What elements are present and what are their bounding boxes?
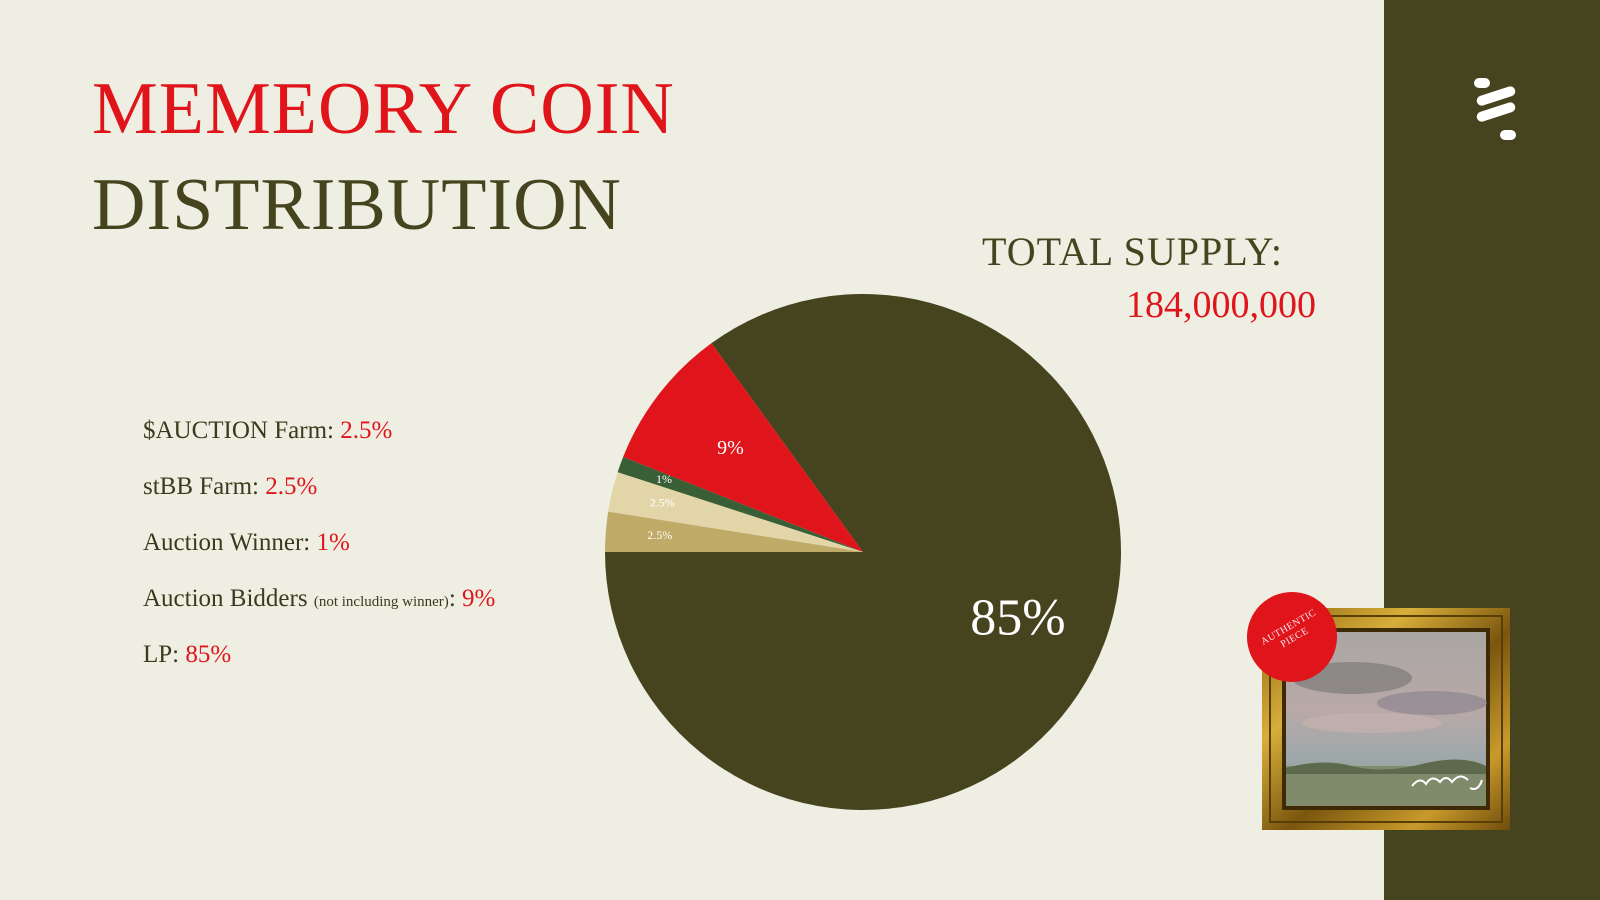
- authentic-piece-badge: AUTHENTIC PIECE: [1247, 592, 1337, 682]
- pie-slices: [605, 293, 1121, 810]
- pie-slice-auction-winner: [617, 457, 863, 552]
- legend-item-auction-farm: $AUCTION Farm: 2.5%: [143, 418, 495, 474]
- legend-note: (not including winner): [313, 594, 449, 610]
- total-supply-label: TOTAL SUPPLY:: [982, 229, 1284, 274]
- pie-label-stbb-farm: 2.5%: [650, 496, 675, 510]
- pie-label-auction-farm: 2.5%: [647, 528, 672, 542]
- legend-value: 2.5%: [265, 473, 318, 500]
- legend-value: 1%: [316, 529, 350, 556]
- title-memeory-coin: MEMEORY COIN: [92, 68, 675, 150]
- pie-slice-auction-farm: [605, 511, 863, 552]
- legend-item-lp: LP: 85%: [143, 642, 495, 698]
- legend-item-auction-winner: Auction Winner: 1%: [143, 530, 495, 586]
- legend-label: Auction Bidders: [143, 585, 308, 612]
- total-supply-value: 184,000,000: [1126, 284, 1316, 326]
- framed-painting: [1262, 608, 1510, 830]
- legend-value: 85%: [185, 641, 232, 668]
- legend-label: stBB Farm:: [143, 473, 266, 500]
- legend-label: $AUCTION Farm:: [143, 417, 341, 444]
- pie-label-auction-bidders: 9%: [717, 437, 744, 459]
- pie-label-lp: 85%: [970, 590, 1065, 647]
- distribution-pie-chart: 85% 9% 1% 2.5% 2.5%: [605, 293, 1121, 810]
- badge-text: AUTHENTIC PIECE: [1247, 600, 1337, 666]
- pie-label-auction-winner: 1%: [656, 472, 672, 486]
- legend-value: 2.5%: [340, 417, 393, 444]
- legend-item-auction-bidders: Auction Bidders (not including winner): …: [143, 585, 496, 612]
- stacked-bars-logo-icon: [1474, 78, 1516, 140]
- pie-slice-stbb-farm: [608, 472, 863, 552]
- legend-item-stbb-farm: stBB Farm: 2.5%: [143, 474, 495, 530]
- legend-label: Auction Winner:: [143, 529, 317, 556]
- legend-value: 9%: [462, 585, 496, 612]
- distribution-legend: $AUCTION Farm: 2.5% stBB Farm: 2.5% Auct…: [143, 418, 495, 698]
- pie-labels: 85% 9% 1% 2.5% 2.5%: [647, 437, 1065, 647]
- title-distribution: DISTRIBUTION: [92, 164, 622, 246]
- pie-slice-auction-bidders: [623, 343, 863, 552]
- legend-label: LP:: [143, 641, 186, 668]
